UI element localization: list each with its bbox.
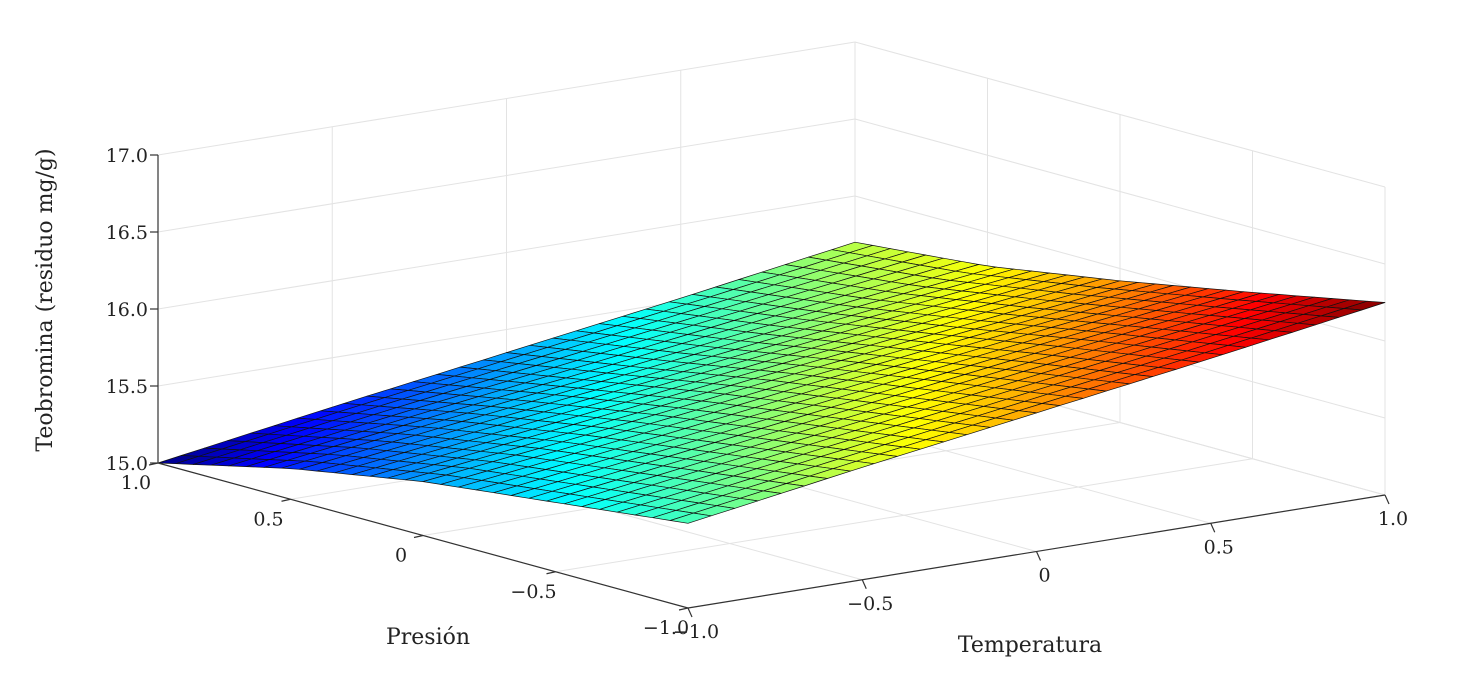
y-tick-mark bbox=[678, 607, 689, 611]
x-tick-mark bbox=[1384, 494, 1390, 505]
gridline bbox=[854, 41, 1386, 188]
x-tick-mark bbox=[861, 579, 867, 589]
gridline bbox=[555, 458, 1253, 573]
y-tick-label: 1.0 bbox=[121, 472, 151, 494]
x-tick-label: 0 bbox=[1038, 565, 1050, 587]
surface-cell bbox=[669, 512, 712, 524]
z-axis-title: Teobromina (residuo mg/g) bbox=[33, 148, 58, 451]
y-tick-mark bbox=[281, 498, 291, 502]
y-tick-label: 0.5 bbox=[253, 508, 283, 530]
x-tick-mark bbox=[687, 607, 693, 618]
surface-layer bbox=[157, 241, 1386, 524]
axes-layer: −1.0−0.500.51.0−1.0−0.500.51.015.015.516… bbox=[106, 145, 1408, 643]
gridline bbox=[157, 195, 856, 310]
gridline bbox=[157, 118, 856, 233]
z-tick-label: 16.0 bbox=[106, 299, 148, 321]
x-tick-label: −1.0 bbox=[673, 621, 719, 643]
gridline bbox=[157, 41, 856, 156]
z-tick-label: 17.0 bbox=[106, 145, 148, 167]
z-tick-label: 16.5 bbox=[106, 222, 148, 244]
x-tick-label: 0.5 bbox=[1204, 536, 1234, 558]
y-tick-label: 0 bbox=[395, 545, 407, 567]
x-tick-label: −0.5 bbox=[847, 593, 893, 615]
x-tick-mark bbox=[1210, 523, 1216, 533]
label-layer: Teobromina (residuo mg/g) Presión Temper… bbox=[33, 148, 1102, 658]
y-tick-mark bbox=[413, 534, 424, 539]
y-tick-mark bbox=[546, 571, 556, 575]
y-tick-label: −0.5 bbox=[510, 581, 556, 603]
z-tick-label: 15.0 bbox=[106, 453, 148, 475]
x-axis-title: Temperatura bbox=[958, 633, 1102, 658]
y-axis-title: Presión bbox=[386, 625, 470, 650]
x-tick-mark bbox=[1035, 551, 1042, 561]
x-tick-label: 1.0 bbox=[1378, 508, 1408, 530]
gridline bbox=[854, 118, 1386, 265]
y-tick-label: −1.0 bbox=[643, 617, 689, 639]
z-tick-label: 15.5 bbox=[106, 376, 148, 398]
